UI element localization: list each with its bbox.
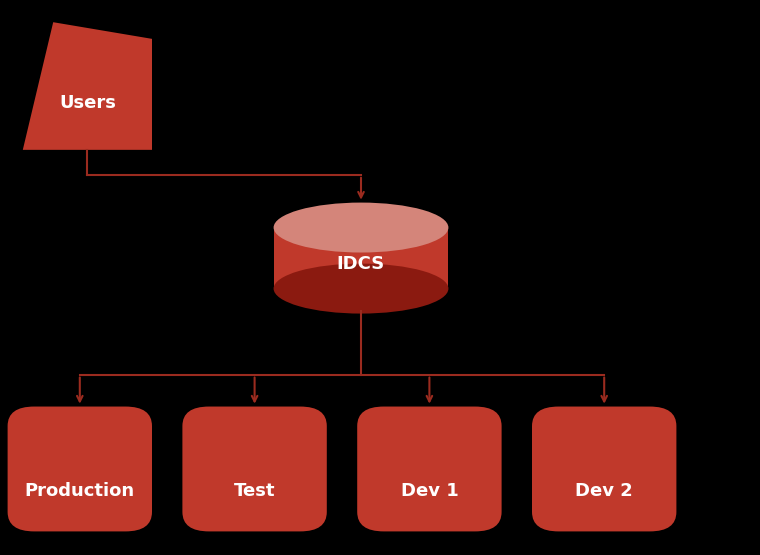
FancyBboxPatch shape bbox=[182, 406, 327, 532]
Text: Dev 1: Dev 1 bbox=[401, 482, 458, 500]
FancyBboxPatch shape bbox=[532, 406, 676, 532]
Text: Dev 2: Dev 2 bbox=[575, 482, 633, 500]
Bar bbox=[274, 228, 448, 289]
Text: IDCS: IDCS bbox=[337, 255, 385, 273]
Ellipse shape bbox=[274, 203, 448, 253]
Ellipse shape bbox=[274, 264, 448, 314]
Text: Users: Users bbox=[59, 94, 116, 112]
Polygon shape bbox=[23, 22, 152, 150]
Text: Production: Production bbox=[25, 482, 135, 500]
FancyBboxPatch shape bbox=[357, 406, 502, 532]
FancyBboxPatch shape bbox=[8, 406, 152, 532]
Text: Test: Test bbox=[234, 482, 275, 500]
